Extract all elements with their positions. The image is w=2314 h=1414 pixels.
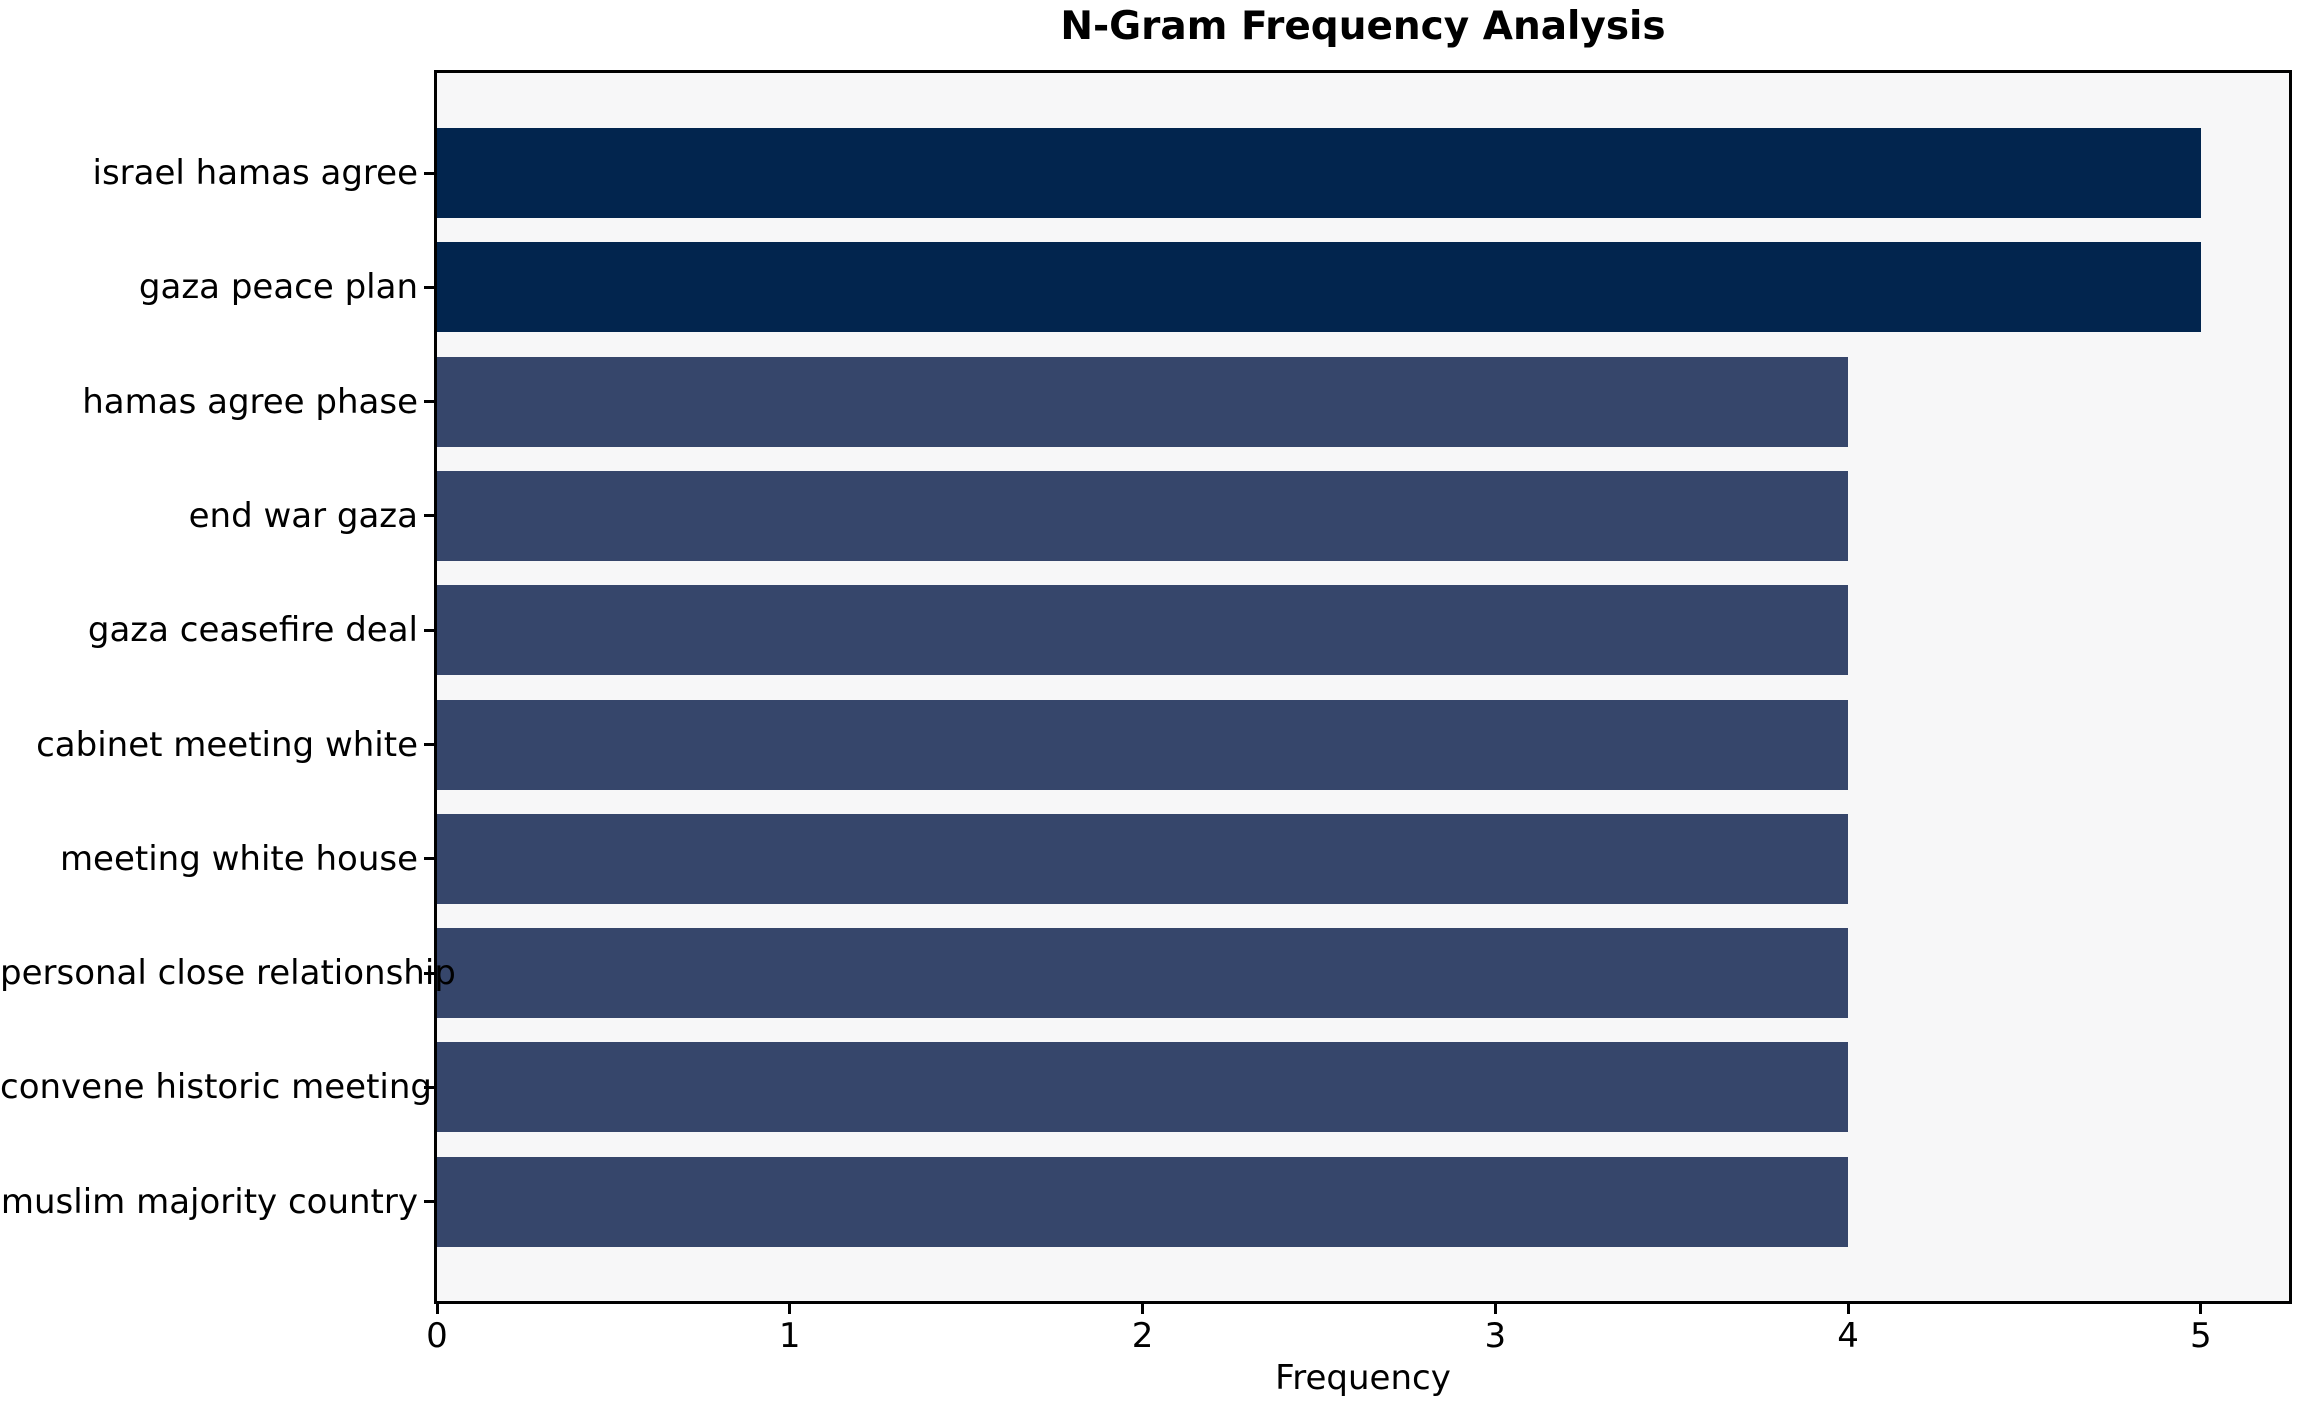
y-tick-mark xyxy=(424,857,434,861)
x-tick-mark xyxy=(1846,1304,1850,1314)
y-tick-label: muslim majority country xyxy=(0,1181,418,1222)
bar xyxy=(437,585,1849,676)
y-tick-label: meeting white house xyxy=(59,838,418,879)
bar xyxy=(437,356,1849,447)
x-axis-title: Frequency xyxy=(1275,1358,1451,1398)
y-tick-mark xyxy=(424,400,434,404)
y-tick-mark xyxy=(424,1085,434,1089)
x-tick-label: 3 xyxy=(1484,1316,1507,1356)
x-tick-mark xyxy=(788,1304,792,1314)
y-tick-label: gaza peace plan xyxy=(138,267,418,308)
y-tick-mark xyxy=(424,628,434,632)
y-tick-mark xyxy=(424,171,434,175)
x-tick-mark xyxy=(1141,1304,1145,1314)
y-tick-mark xyxy=(424,514,434,518)
x-tick-label: 4 xyxy=(1837,1316,1859,1356)
plot-area xyxy=(434,70,2292,1304)
bar xyxy=(437,1042,1849,1133)
y-tick-label: end war gaza xyxy=(188,495,418,536)
bar xyxy=(437,928,1849,1019)
bar xyxy=(437,242,2201,333)
bar xyxy=(437,699,1849,790)
y-tick-label: israel hamas agree xyxy=(92,153,419,193)
bar xyxy=(437,1156,1849,1247)
y-tick-label: cabinet meeting white xyxy=(36,724,418,765)
bar xyxy=(437,128,2201,218)
y-tick-mark xyxy=(424,285,434,289)
y-tick-label: convene historic meeting xyxy=(0,1067,432,1108)
y-tick-mark xyxy=(424,1200,434,1204)
y-tick-label: hamas agree phase xyxy=(82,381,418,422)
x-tick-label: 2 xyxy=(1131,1316,1154,1356)
bar xyxy=(437,813,1849,904)
x-tick-mark xyxy=(2199,1304,2203,1314)
x-tick-label: 1 xyxy=(778,1316,801,1356)
y-tick-label: personal close relationship xyxy=(0,953,456,994)
bar xyxy=(437,470,1849,561)
x-tick-label: 0 xyxy=(426,1316,448,1356)
x-tick-label: 5 xyxy=(2189,1316,2212,1356)
x-tick-mark xyxy=(435,1304,439,1314)
y-tick-mark xyxy=(424,971,434,975)
y-tick-label: gaza ceasefire deal xyxy=(87,610,418,651)
y-tick-mark xyxy=(424,743,434,746)
x-tick-mark xyxy=(1493,1304,1497,1314)
chart-title: N-Gram Frequency Analysis xyxy=(1060,4,1666,49)
